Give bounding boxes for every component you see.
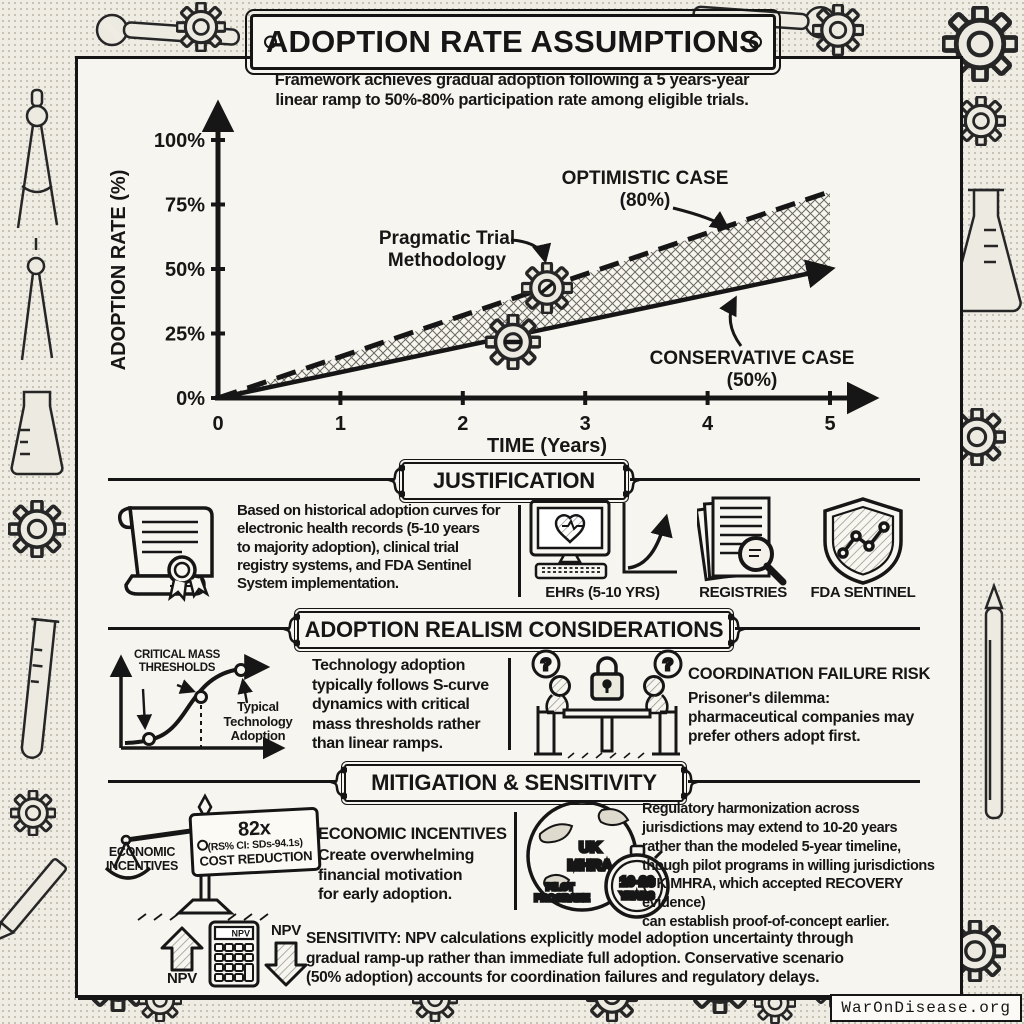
section-title: ADOPTION REALISM CONSIDERATIONS (304, 617, 724, 642)
stopwatch-unit: YEARS (620, 891, 655, 902)
registries-label: REGISTRIES (699, 584, 787, 601)
tag-value: 82x (237, 816, 272, 841)
pragmatic-arrow (510, 238, 552, 264)
banner-ornament-icon (388, 464, 405, 498)
justification-body: Based on historical adoption curves for … (237, 502, 501, 593)
section-title: MITIGATION & SENSITIVITY (371, 770, 657, 795)
pencil-icon (0, 858, 68, 942)
conservative-annotation: CONSERVATIVE CASE (650, 348, 855, 369)
title-plaque: ADOPTION RATE ASSUMPTIONS (245, 9, 781, 75)
s-curve-mini-chart (109, 654, 286, 760)
y-tick-label: 100% (154, 130, 205, 152)
globe-uk-mhra-icon: UK MHRA PILOT PROGRANE 10-20 YEARS (526, 800, 670, 919)
x-tick-label: 1 (335, 413, 346, 435)
x-tick-label: 0 (212, 413, 223, 435)
coordination-risk-heading: COORDINATION FAILURE RISK (688, 665, 931, 683)
tag-hole-icon (196, 839, 209, 852)
banner-ornament-icon (681, 766, 698, 800)
scroll-certificate-icon (117, 505, 214, 602)
page-title: ADOPTION RATE ASSUMPTIONS (265, 24, 761, 59)
section-heading-mitigation: MITIGATION & SENSITIVITY (330, 760, 698, 806)
ehr-label: EHRs (5-10 YRS) (545, 584, 660, 601)
x-tick-label: 5 (824, 413, 835, 435)
plaque-rivet-icon (264, 35, 277, 49)
critical-mass-label: CRITICAL MASS THRESHOLDS (134, 649, 220, 675)
y-tick-label: 50% (165, 259, 205, 281)
banner-ornament-icon (623, 464, 640, 498)
banner-ornament-icon (283, 613, 300, 647)
pragmatic-annotation-line2: Methodology (388, 250, 507, 271)
globe-program-text: PROGRANE (535, 893, 590, 904)
gear-icon (10, 790, 56, 836)
typical-adoption-label: Typical Technology Adoption (223, 699, 293, 744)
banner-ornament-icon (330, 766, 347, 800)
bottom-double-rule (78, 998, 954, 1000)
coordination-risk-body: Prisoner's dilemma: pharmaceutical compa… (688, 690, 914, 745)
npv-down-label: NPV (271, 922, 301, 939)
compass-icon (16, 88, 59, 229)
npv-calculator-icon: NPV (208, 920, 260, 988)
registries-documents-icon (697, 496, 787, 586)
optimistic-annotation-line2: (80%) (620, 190, 671, 211)
section-heading-realism: ADOPTION REALISM CONSIDERATIONS (283, 607, 745, 653)
fda-sentinel-shield-icon (823, 497, 903, 585)
sensitivity-body: SENSITIVITY: NPV calculations explicitly… (306, 930, 854, 987)
conservative-arrow (719, 295, 743, 347)
economic-incentives-body: Create overwhelming financial motivation… (318, 847, 475, 904)
y-axis-label: ADOPTION RATE (%) (108, 170, 130, 371)
pragmatic-annotation: Pragmatic Trial (379, 228, 515, 249)
adoption-rate-chart: 0 1 2 3 4 5 0% 25% 50% 75% 100% TIME (Years) ADOP… (108, 99, 880, 457)
conservative-annotation-line2: (50%) (727, 370, 778, 391)
prisoners-dilemma-icon: ? ? (531, 649, 683, 759)
x-tick-group: 0 1 2 3 4 5 (212, 391, 836, 435)
npv-up-arrow-icon (160, 926, 204, 972)
cost-reduction-tag: 82x (RS% CI: SDs-94.1s) COST REDUCTION (188, 806, 322, 878)
subtitle: Framework achieves gradual adoption foll… (274, 71, 750, 110)
banner-ornament-icon (728, 613, 745, 647)
x-tick-label: 2 (457, 413, 468, 435)
regulatory-body: Regulatory harmonization across jurisdic… (642, 801, 935, 931)
x-tick-label: 3 (580, 413, 591, 435)
divider-compass-icon (20, 238, 54, 361)
test-tube-icon (20, 617, 60, 759)
gear-icon (176, 2, 226, 52)
npv-down-arrow-icon (264, 941, 308, 987)
pen-icon (984, 582, 1004, 820)
y-tick-label: 25% (165, 324, 205, 346)
svg-text:?: ? (541, 655, 551, 674)
optimistic-arrow (672, 206, 731, 231)
calculator-display: NPV (231, 929, 250, 939)
y-tick-group: 0% 25% 50% 75% 100% (154, 130, 225, 410)
gear-icon (8, 500, 66, 558)
svg-text:?: ? (663, 655, 673, 674)
plaque-rivet-icon (749, 35, 762, 49)
watermark-waro ndisease: WarOnDisease.org (830, 994, 1022, 1022)
scale-left-label: ECONOMIC INCENTIVES (105, 845, 178, 874)
y-tick-label: 0% (176, 388, 205, 410)
x-tick-label: 4 (702, 413, 714, 435)
gear-icon (812, 4, 864, 56)
globe-uk-text: UK (579, 839, 601, 856)
section-title: JUSTIFICATION (433, 468, 595, 493)
globe-mhra-text: MHRA (568, 857, 613, 874)
npv-up-label: NPV (167, 970, 197, 987)
y-tick-label: 75% (165, 195, 205, 217)
optimistic-annotation: OPTIMISTIC CASE (562, 168, 729, 189)
gear-icon (956, 96, 1006, 146)
beaker-icon (10, 390, 64, 476)
x-axis-label: TIME (Years) (487, 435, 607, 457)
stopwatch-value: 10-20 (620, 874, 655, 889)
realism-body: Technology adoption typically follows S-… (312, 657, 489, 753)
section-heading-justification: JUSTIFICATION (388, 458, 640, 504)
fda-sentinel-label: FDA SENTINEL (810, 584, 916, 601)
globe-pilot-text: PILOT (546, 882, 574, 893)
ehr-computer-icon (529, 499, 677, 580)
economic-incentives-heading: ECONOMIC INCENTIVES (318, 825, 507, 843)
